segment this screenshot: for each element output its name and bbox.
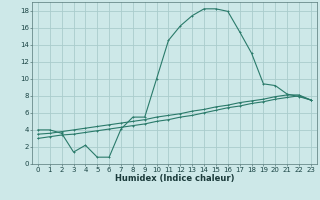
X-axis label: Humidex (Indice chaleur): Humidex (Indice chaleur) (115, 174, 234, 183)
